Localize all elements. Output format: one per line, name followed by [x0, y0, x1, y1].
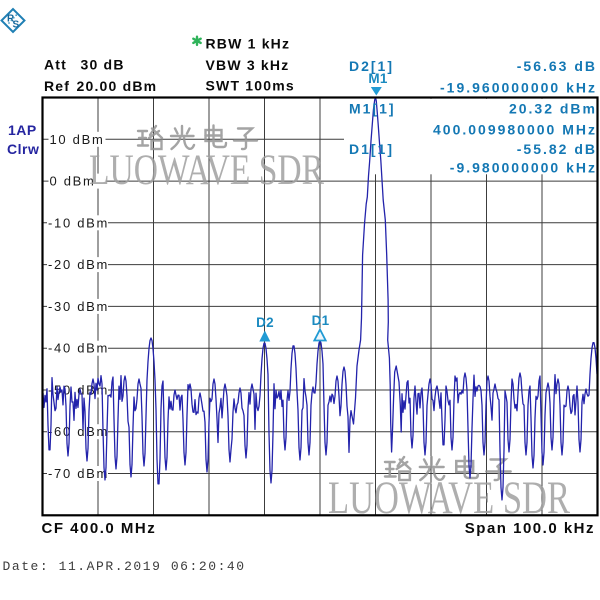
- svg-text:S: S: [13, 20, 20, 31]
- svg-text:CF 400.0 MHz: CF 400.0 MHz: [42, 520, 157, 537]
- svg-text:1AP: 1AP: [8, 122, 37, 138]
- svg-text:400.009980000 MHz: 400.009980000 MHz: [433, 122, 597, 138]
- svg-text:Ref: Ref: [44, 78, 70, 94]
- svg-text:D2: D2: [256, 315, 274, 330]
- svg-text:-9.980000000 kHz: -9.980000000 kHz: [450, 160, 597, 176]
- svg-text:R: R: [7, 14, 15, 25]
- svg-text:LUOWAVE SDR: LUOWAVE SDR: [89, 147, 324, 194]
- svg-text:D1: D1: [312, 313, 330, 328]
- svg-text:-40 dBm: -40 dBm: [48, 341, 109, 356]
- svg-text:D1[1]: D1[1]: [349, 141, 394, 157]
- svg-text:Att: Att: [44, 57, 67, 73]
- svg-text:-60 dBm: -60 dBm: [48, 424, 109, 439]
- svg-text:VBW 3 kHz: VBW 3 kHz: [206, 57, 290, 73]
- svg-text:-55.82 dB: -55.82 dB: [517, 141, 597, 157]
- svg-text:10 dBm: 10 dBm: [50, 132, 105, 147]
- svg-text:Date: 11.APR.2019 06:20:40: Date: 11.APR.2019 06:20:40: [3, 559, 246, 574]
- svg-text:M1: M1: [368, 71, 388, 86]
- svg-text:M1[1]: M1[1]: [349, 101, 396, 117]
- svg-text:20.00 dBm: 20.00 dBm: [77, 78, 158, 94]
- svg-text:-20 dBm: -20 dBm: [48, 257, 109, 272]
- svg-text:-70 dBm: -70 dBm: [48, 466, 109, 481]
- svg-text:-30 dBm: -30 dBm: [48, 299, 109, 314]
- svg-text:Span 100.0 kHz: Span 100.0 kHz: [465, 520, 595, 537]
- svg-text:-19.960000000 kHz: -19.960000000 kHz: [440, 80, 597, 96]
- svg-text:0 dBm: 0 dBm: [50, 174, 96, 189]
- svg-text:Clrw: Clrw: [7, 141, 39, 157]
- svg-text:-56.63 dB: -56.63 dB: [517, 58, 597, 74]
- svg-text:D2[1]: D2[1]: [349, 58, 394, 74]
- svg-text:-10 dBm: -10 dBm: [48, 215, 109, 230]
- svg-text:30 dB: 30 dB: [81, 57, 125, 73]
- svg-text:20.32 dBm: 20.32 dBm: [509, 101, 597, 117]
- svg-text:RBW 1 kHz: RBW 1 kHz: [206, 36, 291, 52]
- svg-text:SWT 100ms: SWT 100ms: [206, 78, 295, 94]
